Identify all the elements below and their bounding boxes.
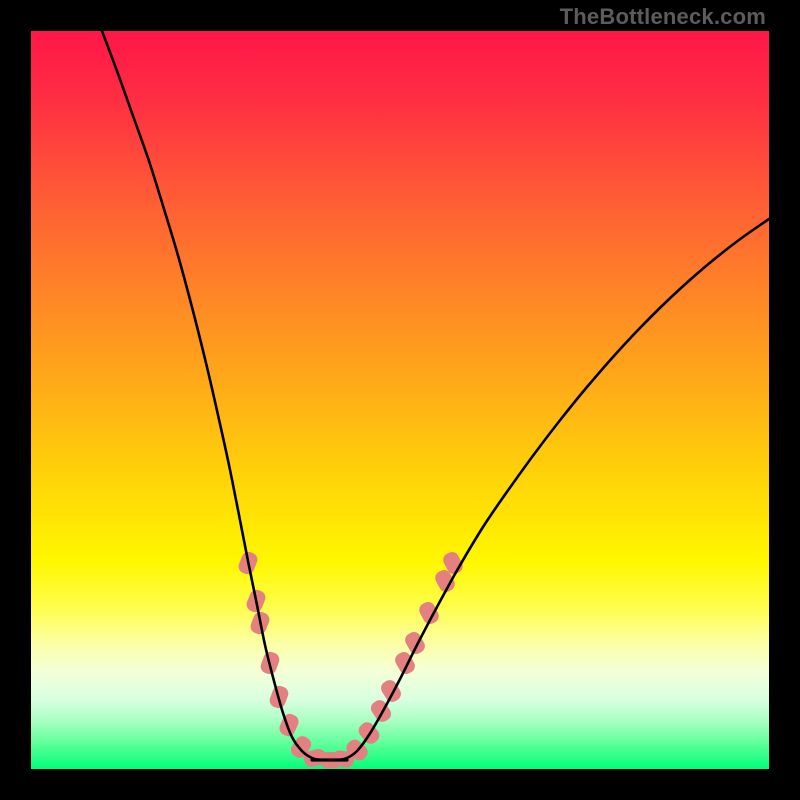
chart-frame: TheBottleneck.com: [0, 0, 800, 800]
watermark-text: TheBottleneck.com: [560, 4, 766, 30]
marker-layer: [236, 550, 465, 769]
plot-area: [31, 31, 769, 769]
curves-layer: [31, 31, 769, 769]
curve-marker: [277, 712, 301, 739]
right-curve: [337, 219, 769, 760]
left-curve: [102, 31, 322, 760]
